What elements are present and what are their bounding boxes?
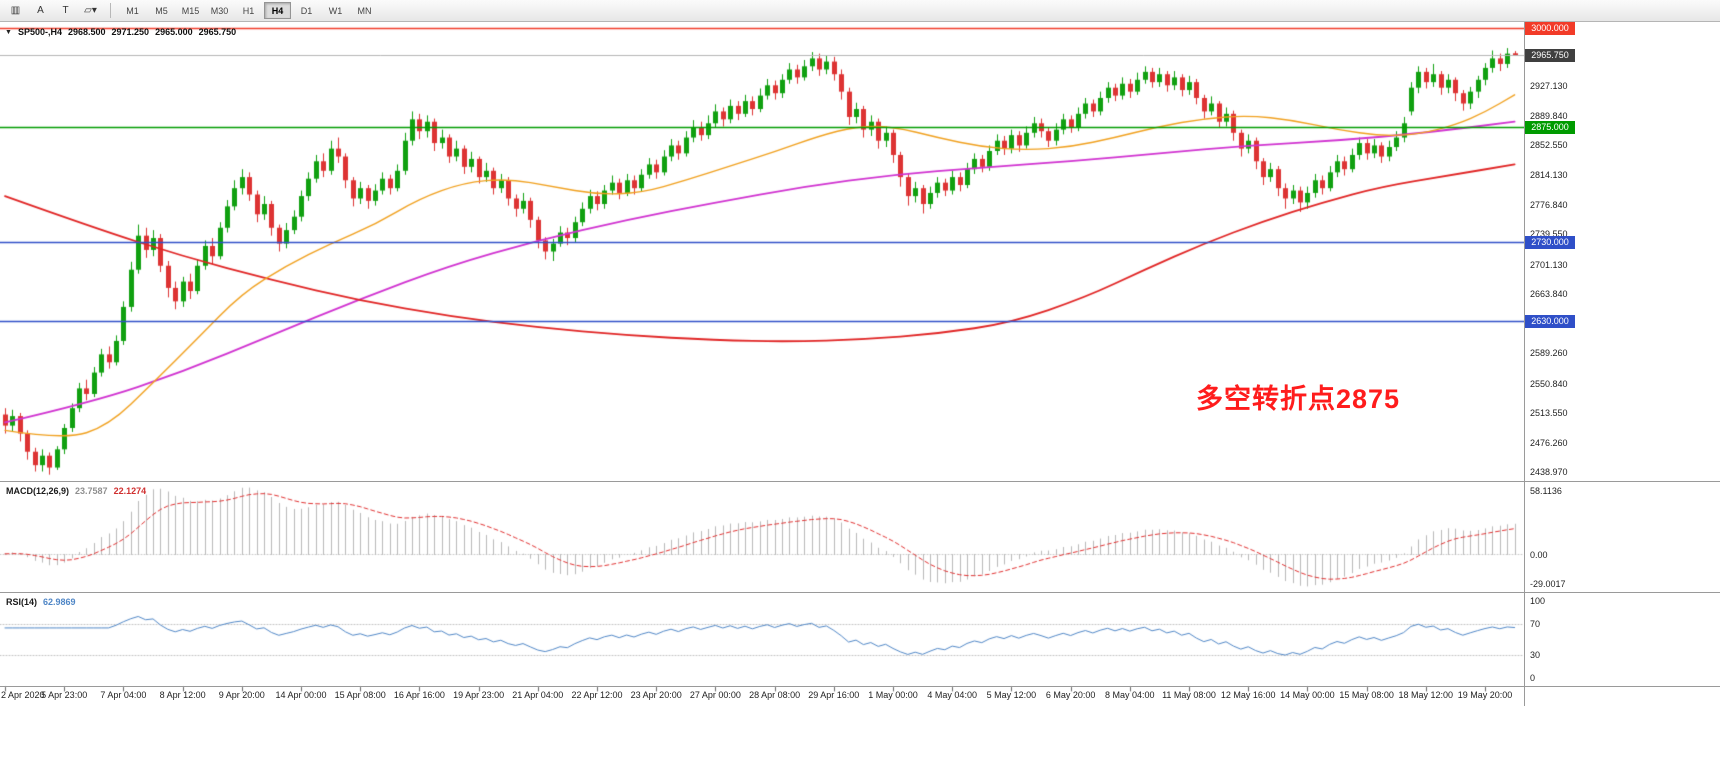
symbol-collapse-triangle-icon[interactable]: ▼ <box>5 28 12 36</box>
rsi-scale-label: 100 <box>1530 595 1546 606</box>
price-tick-label: 2513.550 <box>1530 408 1568 419</box>
timeframe-button-h4[interactable]: H4 <box>264 2 291 19</box>
timeframe-button-m30[interactable]: M30 <box>210 5 229 16</box>
price-scale-border <box>1524 22 1525 706</box>
timeframe-button-d1[interactable]: D1 <box>300 5 313 16</box>
price-badge: 2875.000 <box>1525 120 1575 134</box>
timeframe-button-mn[interactable]: MN <box>357 5 372 16</box>
macd-signal-value: 22.1274 <box>113 486 147 496</box>
price-tick-label: 2814.130 <box>1530 170 1568 181</box>
rsi-params-label: RSI(14) <box>6 597 38 607</box>
label-tool-button[interactable]: T <box>62 5 69 16</box>
macd-scale-min: -29.0017 <box>1530 579 1566 589</box>
price-tick-label: 2927.130 <box>1530 80 1568 91</box>
timeframe-button-m1[interactable]: M1 <box>126 5 139 16</box>
symbol-timeframe-label: SP500-,H4 <box>17 27 62 37</box>
price-tick-label: 2739.550 <box>1530 229 1568 240</box>
ohlc-low-value: 2965.000 <box>155 27 193 37</box>
price-tick-label: 2476.260 <box>1530 437 1568 448</box>
price-badge: 2630.000 <box>1525 314 1575 328</box>
price-badge: 2730.000 <box>1525 235 1575 249</box>
ohlc-open-value: 2968.500 <box>67 27 106 37</box>
timeframe-button-m15[interactable]: M15 <box>181 5 200 16</box>
price-tick-label: 2776.840 <box>1530 199 1568 210</box>
shapes-dropdown-button[interactable]: ▱▾ <box>84 5 97 16</box>
macd-indicator-label: MACD(12,26,9) 23.7587 22.1274 <box>6 486 146 496</box>
ohlc-close-value: 2965.750 <box>198 27 237 37</box>
symbol-info-bar: ▼ SP500-,H4 2968.500 2971.250 2965.000 2… <box>5 27 236 37</box>
price-tick-label: 2589.260 <box>1530 348 1568 359</box>
toolbar-separator <box>110 3 111 18</box>
rsi-indicator-label: RSI(14) 62.9869 <box>6 597 76 607</box>
timeframe-button-m5[interactable]: M5 <box>155 5 168 16</box>
price-tick-label: 2663.840 <box>1530 289 1568 300</box>
macd-main-value: 23.7587 <box>75 486 108 496</box>
ohlc-high-value: 2971.250 <box>111 27 150 37</box>
price-tick-label: 2438.970 <box>1530 467 1568 478</box>
time-axis-border <box>0 686 1720 687</box>
price-chart-canvas[interactable] <box>0 0 1524 706</box>
price-tick-label: 2889.840 <box>1530 110 1568 121</box>
price-tick-label: 2852.550 <box>1530 140 1568 151</box>
macd-panel-separator[interactable] <box>0 481 1720 482</box>
text-tool-button[interactable]: A <box>37 5 44 16</box>
rsi-current-value: 62.9869 <box>43 597 76 607</box>
rsi-panel-separator[interactable] <box>0 592 1720 593</box>
rsi-scale-label: 30 <box>1530 650 1541 660</box>
price-tick-label: 2550.840 <box>1530 378 1568 389</box>
price-badge: 3000.000 <box>1525 21 1575 35</box>
macd-params-label: MACD(12,26,9) <box>6 486 70 496</box>
macd-scale-zero: 0.00 <box>1530 549 1548 560</box>
chart-window-icon[interactable]: ▥ <box>10 5 21 16</box>
timeframe-button-h1[interactable]: H1 <box>242 5 255 16</box>
macd-scale-max: 58.1136 <box>1530 486 1562 496</box>
rsi-scale-label: 0 <box>1530 673 1536 684</box>
rsi-scale-label: 70 <box>1530 619 1541 629</box>
timeframe-button-w1[interactable]: W1 <box>328 5 343 16</box>
timeframe-buttons-group: M1 M5 M15 M30 H1 H4 D1 W1 MN <box>118 0 379 21</box>
chart-toolbar: ▥ A T ▱▾ M1 M5 M15 M30 H1 H4 D1 W1 MN <box>0 0 1720 22</box>
price-badge: 2965.750 <box>1525 48 1575 62</box>
drawing-tools-group: ▥ A T ▱▾ <box>3 0 103 21</box>
price-tick-label: 2701.130 <box>1530 259 1568 270</box>
chart-text-annotation: 多空转折点2875 <box>1196 384 1401 414</box>
